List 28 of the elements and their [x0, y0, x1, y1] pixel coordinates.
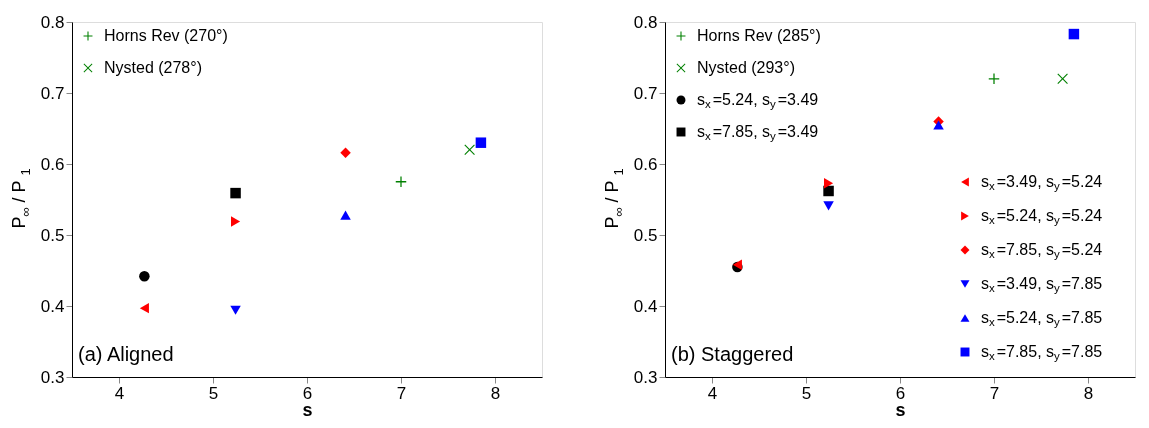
y-tick-label: 0.6	[40, 154, 65, 174]
y-tick-label: 0.4	[40, 296, 65, 316]
x-tick-label: 7	[989, 383, 1000, 403]
y-tick-label: 0.8	[633, 12, 658, 32]
y-tick-label: 0.3	[40, 367, 65, 387]
annotation: (b) Staggered	[671, 343, 794, 365]
x-tick-label: 4	[707, 383, 718, 403]
y-tick-label: 0.7	[40, 83, 65, 103]
x-tick-label: 7	[396, 383, 407, 403]
y-axis-title: P∞ / P1	[602, 168, 626, 229]
y-tick-label: 0.8	[40, 12, 65, 32]
y-tick-label: 0.6	[633, 154, 658, 174]
y-tick-label: 0.3	[633, 367, 658, 387]
legend-label: Nysted (278°)	[104, 59, 202, 76]
y-axis-title: P∞ / P1	[9, 168, 33, 229]
annotation: (a) Aligned	[78, 343, 174, 365]
legend-label: Horns Rev (285°)	[697, 27, 821, 44]
legend-label: Nysted (293°)	[697, 59, 795, 76]
x-tick-label: 8	[1083, 383, 1094, 403]
y-tick-label: 0.4	[633, 296, 658, 316]
x-tick-label: 5	[801, 383, 812, 403]
legend-label: Horns Rev (270°)	[104, 27, 228, 44]
y-tick-label: 0.5	[633, 225, 658, 245]
x-tick-label: 4	[114, 383, 125, 403]
x-tick-label: 5	[208, 383, 219, 403]
y-tick-label: 0.7	[633, 83, 658, 103]
y-tick-label: 0.5	[40, 225, 65, 245]
x-tick-label: 8	[490, 383, 501, 403]
